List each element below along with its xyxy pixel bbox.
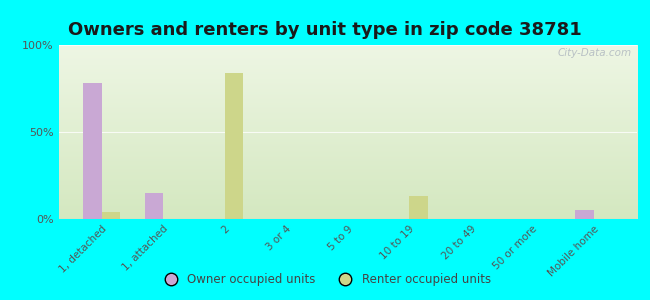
Bar (101, 212, 120, 219)
Bar (145, 193, 163, 219)
Bar (83, 83, 101, 219)
Bar (575, 210, 594, 219)
Text: City-Data.com: City-Data.com (557, 49, 631, 58)
Text: Owners and renters by unit type in zip code 38781: Owners and renters by unit type in zip c… (68, 21, 582, 39)
Bar (225, 73, 243, 219)
Legend: Owner occupied units, Renter occupied units: Owner occupied units, Renter occupied un… (154, 269, 496, 291)
Bar (410, 196, 428, 219)
